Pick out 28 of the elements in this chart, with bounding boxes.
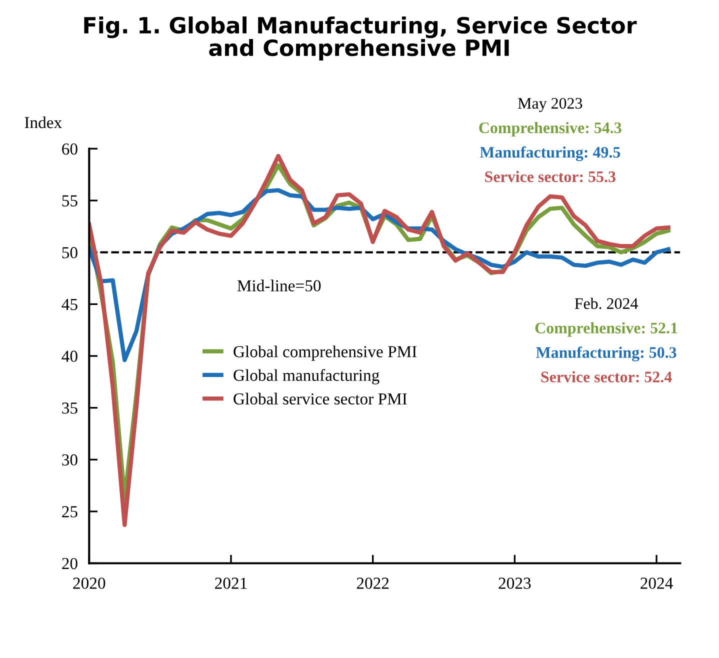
y-tick-label: 50 bbox=[62, 247, 78, 258]
y-tick-label: 25 bbox=[62, 506, 78, 518]
annotation: Feb. 2024 bbox=[574, 298, 638, 310]
y-tick-label: 55 bbox=[62, 195, 78, 206]
legend-label: Global manufacturing bbox=[234, 369, 380, 384]
y-tick-label: 30 bbox=[62, 454, 78, 466]
x-tick-label: 2020 bbox=[73, 578, 106, 589]
y-axis-title: Index bbox=[24, 116, 62, 128]
ref-line-label: Mid-line=50 bbox=[237, 280, 321, 292]
annotation: Manufacturing: 49.5 bbox=[480, 146, 620, 162]
y-tick-label: 40 bbox=[62, 350, 78, 362]
x-tick-label: 2023 bbox=[498, 578, 531, 589]
text: May 2023 bbox=[518, 98, 582, 112]
legend-label: Global service sector PMI bbox=[234, 392, 407, 405]
y-tick-label: 45 bbox=[62, 298, 78, 310]
annotation: Manufacturing: 50.3 bbox=[536, 346, 676, 362]
chart-title: Fig. 1. Global Manufacturing, Service Sector and Comprehensive PMI bbox=[84, 16, 637, 60]
annotation: Service sector: 55.3 bbox=[485, 170, 616, 182]
annotation: Service sector: 52.4 bbox=[541, 371, 672, 382]
legend-label: Global comprehensive PMI bbox=[234, 346, 417, 361]
annotation: Comprehensive: 52.1 bbox=[535, 322, 678, 337]
x-tick-label: 2021 bbox=[215, 578, 247, 589]
x-tick-label: 2022 bbox=[356, 578, 389, 589]
text: Comprehensive: 54.3 bbox=[479, 122, 622, 136]
y-tick-label: 35 bbox=[62, 402, 78, 414]
y-tick-label: 60 bbox=[62, 143, 78, 155]
x-tick-label: 2024 bbox=[640, 578, 673, 589]
y-tick-label: 20 bbox=[62, 558, 78, 570]
